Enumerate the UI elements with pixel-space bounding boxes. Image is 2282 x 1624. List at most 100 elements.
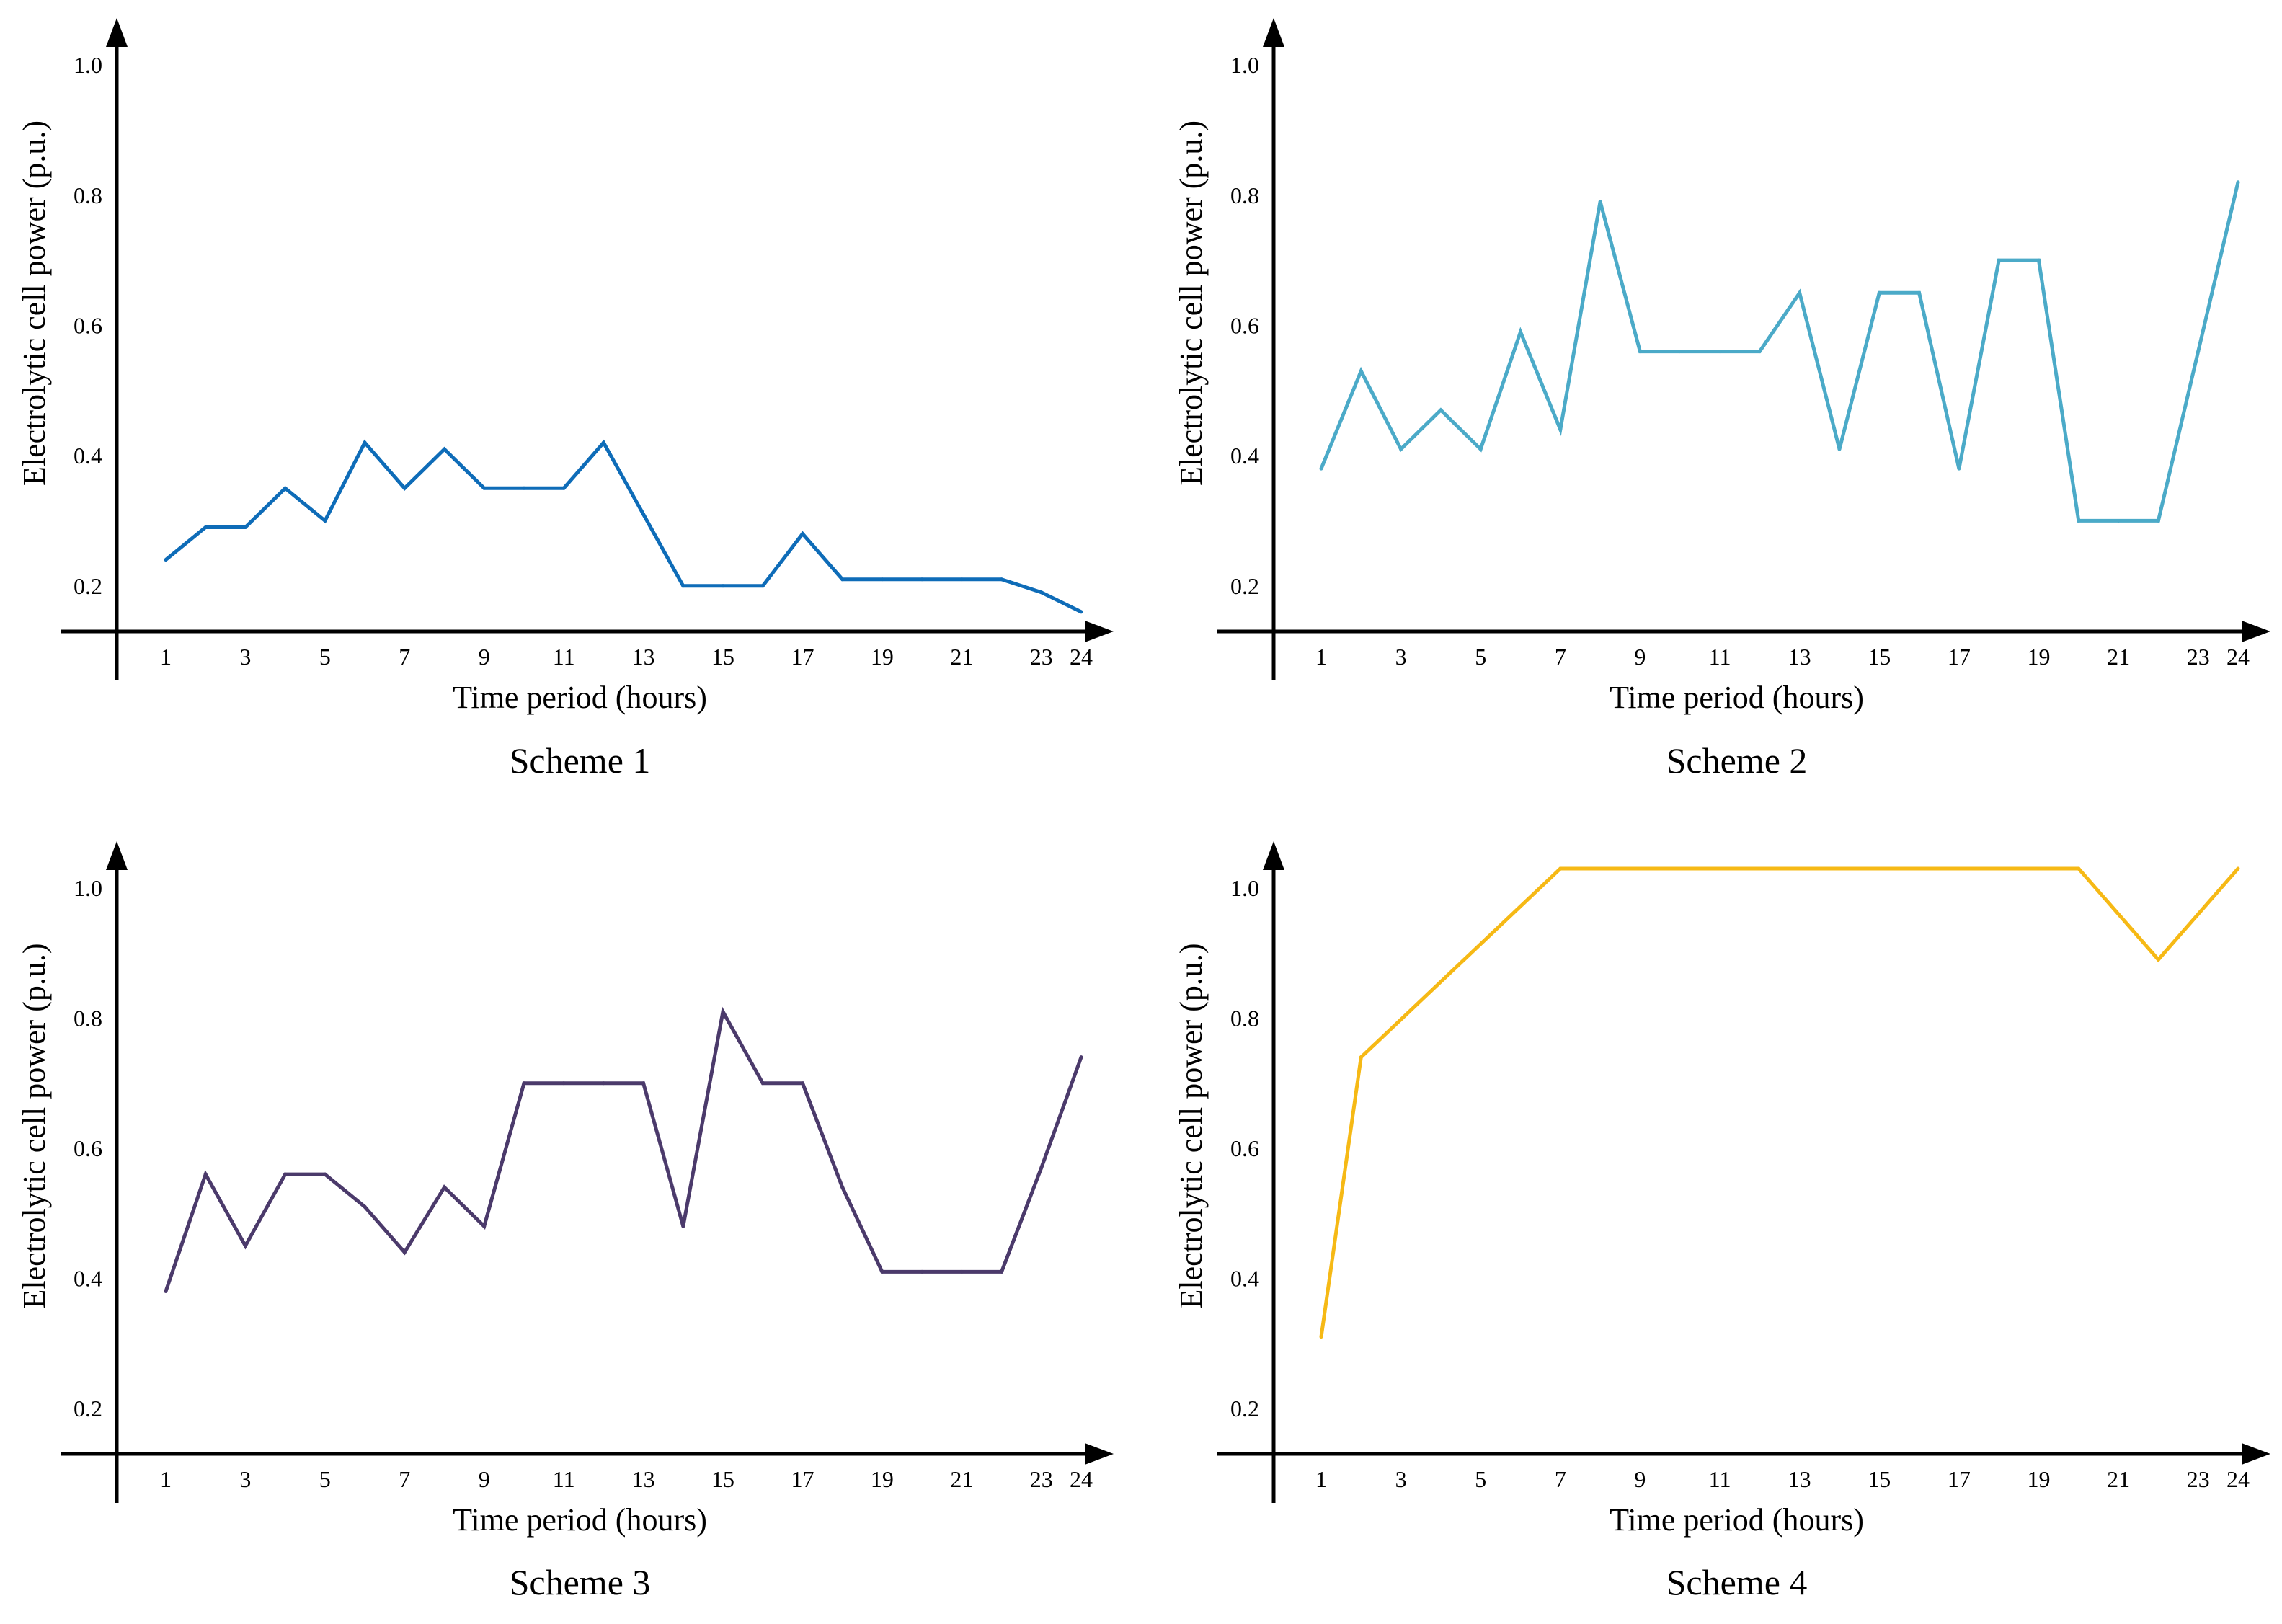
data-point (283, 486, 288, 490)
chart-panel-3: 0.20.40.60.81.01 3 5 7 9 11 13 15 17 19 21 23 24Time… (17, 841, 1114, 1602)
data-point (681, 1224, 685, 1228)
data-point (1079, 610, 1083, 614)
x-tick-label: 24 (2226, 644, 2250, 670)
x-tick-label: 3 (1395, 1466, 1407, 1492)
y-axis-title: Electrolytic cell power (p.u.) (17, 120, 52, 486)
data-point (2077, 518, 2081, 523)
x-tick-label: 24 (2226, 1466, 2250, 1492)
chart-caption: Scheme 3 (510, 1562, 651, 1602)
data-point (2036, 258, 2041, 262)
data-point (959, 577, 964, 582)
data-point (880, 577, 884, 582)
x-axis-title: Time period (hours) (453, 680, 707, 715)
data-point (203, 525, 208, 529)
data-point (1478, 447, 1483, 451)
x-tick-label: 3 (1395, 644, 1407, 670)
y-tick-label: 1.0 (1230, 52, 1259, 78)
x-tick-label: 3 (239, 1466, 251, 1492)
data-point (363, 440, 367, 445)
x-tick-label: 13 (1788, 644, 1811, 670)
y-tick-label: 0.4 (74, 443, 102, 469)
data-point (1359, 369, 1363, 373)
data-point (1997, 258, 2001, 262)
y-tick-label: 0.6 (1230, 1135, 1259, 1161)
y-axis-title: Electrolytic cell power (p.u.) (1173, 120, 1209, 486)
x-tick-label: 17 (791, 644, 814, 670)
data-point (203, 1172, 208, 1176)
data-point (243, 1243, 247, 1248)
y-tick-label: 0.4 (74, 1265, 102, 1291)
x-tick-label: 21 (950, 1466, 973, 1492)
x-tick-label: 7 (1555, 1466, 1566, 1492)
data-point (323, 518, 327, 523)
x-tick-label: 1 (1315, 644, 1327, 670)
data-point (2156, 518, 2160, 523)
x-tick-label: 11 (1709, 1466, 1731, 1492)
x-tick-label: 7 (399, 1466, 410, 1492)
y-tick-label: 0.2 (1230, 573, 1259, 599)
x-tick-label: 23 (2187, 644, 2210, 670)
x-tick-label: 21 (2107, 1466, 2130, 1492)
data-point (2077, 866, 2081, 871)
data-point (800, 532, 804, 536)
data-point (323, 1172, 327, 1176)
data-point (522, 486, 526, 490)
x-tick-label: 11 (1709, 644, 1731, 670)
x-axis-title: Time period (hours) (1610, 680, 1864, 715)
data-point (880, 1269, 884, 1274)
data-point (721, 1010, 725, 1014)
chart-caption: Scheme 4 (1666, 1562, 1808, 1602)
data-point (2196, 350, 2201, 354)
data-point (2116, 518, 2121, 523)
data-point (1000, 1269, 1004, 1274)
x-tick-label: 9 (1634, 644, 1646, 670)
data-point (363, 1204, 367, 1209)
x-axis-title: Time period (hours) (1610, 1502, 1864, 1538)
y-tick-label: 0.4 (1230, 1265, 1259, 1291)
data-point (402, 486, 407, 490)
x-axis-arrow-icon (2242, 621, 2270, 642)
series-line (164, 439, 1083, 614)
x-tick-label: 9 (479, 1466, 490, 1492)
x-tick-label: 15 (1868, 644, 1891, 670)
y-axis-arrow-icon (106, 841, 128, 870)
y-tick-label: 0.6 (74, 312, 102, 338)
data-point (920, 577, 924, 582)
data-point (1039, 1166, 1044, 1170)
chart-panel-1: 0.20.40.60.81.01 3 5 7 9 11 13 15 17 19 21 23 24Time… (17, 18, 1114, 781)
x-tick-label: 17 (791, 1466, 814, 1492)
x-tick-label: 5 (319, 1466, 331, 1492)
x-tick-label: 24 (1070, 644, 1093, 670)
y-tick-label: 0.8 (1230, 1006, 1259, 1031)
data-point (2236, 866, 2240, 871)
x-tick-label: 21 (2107, 644, 2130, 670)
data-point (920, 1269, 924, 1274)
y-tick-label: 0.8 (74, 182, 102, 208)
x-tick-label: 13 (1788, 1466, 1811, 1492)
y-axis-arrow-icon (1263, 18, 1284, 47)
x-tick-label: 1 (1315, 1466, 1327, 1492)
chart-caption: Scheme 2 (1666, 740, 1808, 781)
y-tick-label: 1.0 (74, 875, 102, 901)
data-point (800, 1081, 804, 1086)
y-axis-arrow-icon (106, 18, 128, 47)
data-point (443, 447, 447, 451)
y-tick-label: 0.4 (1230, 443, 1259, 469)
data-point (601, 440, 605, 445)
x-tick-label: 11 (553, 1466, 575, 1492)
x-axis-arrow-icon (2242, 1443, 2270, 1465)
x-tick-label: 1 (160, 1466, 172, 1492)
data-point (1558, 427, 1563, 432)
data-point (1039, 590, 1044, 595)
x-tick-label: 23 (1030, 644, 1053, 670)
data-point (641, 1081, 646, 1086)
x-tick-label: 24 (1070, 1466, 1093, 1492)
data-point (164, 1289, 168, 1293)
data-point (1000, 577, 1004, 582)
series-line (1319, 182, 2240, 523)
data-point (641, 512, 646, 516)
y-tick-label: 0.2 (74, 573, 102, 599)
y-tick-label: 0.8 (1230, 182, 1259, 208)
data-point (522, 1081, 526, 1086)
data-point (1837, 447, 1842, 451)
